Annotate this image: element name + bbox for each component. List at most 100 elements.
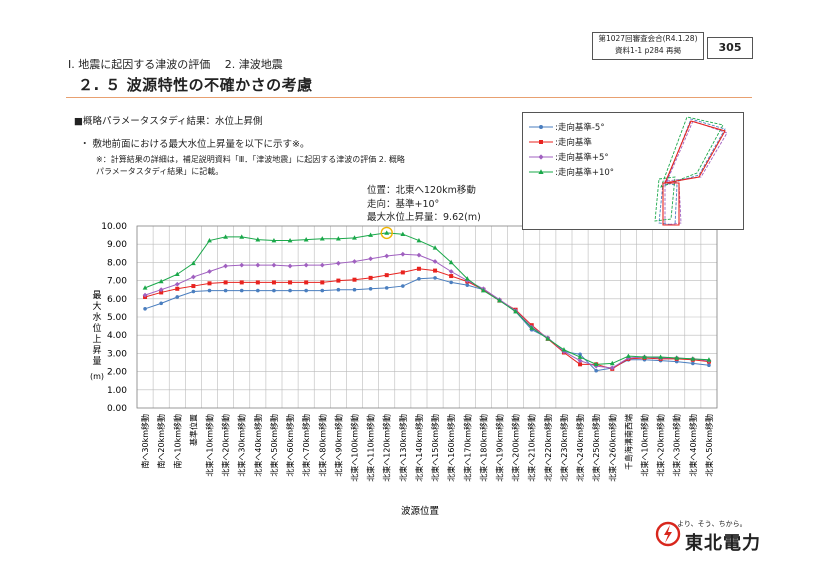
data-point [368, 232, 374, 237]
x-tick-label: 北東へ170km移動 [462, 414, 472, 482]
legend-label: :走向基準-5° [555, 123, 605, 133]
data-point [255, 262, 261, 268]
x-tick-label: 南へ10km移動 [172, 414, 182, 469]
data-point [158, 278, 164, 284]
legend-marker-icon [529, 154, 553, 160]
data-point [223, 263, 229, 269]
x-tick-label: 北東へ40km移動 [688, 414, 698, 477]
data-point [272, 288, 276, 293]
y-axis-label-char: 上 [92, 334, 101, 345]
x-tick-label: 北東へ50km移動 [269, 414, 279, 477]
data-point [303, 262, 309, 268]
data-point [416, 237, 422, 243]
bullet-label: 敷地前面における最大水位上昇量を以下に示す※。 [92, 139, 310, 150]
x-tick-label: 北東へ200km移動 [511, 414, 521, 482]
data-point [304, 288, 308, 293]
logo-mark-icon [655, 521, 681, 547]
data-point [304, 280, 309, 285]
y-axis-label-char: 最 [92, 290, 101, 301]
data-point [368, 275, 373, 280]
data-point [142, 292, 148, 298]
x-tick-label: 北東へ70km移動 [301, 414, 311, 477]
data-point [271, 237, 277, 243]
data-point [335, 236, 341, 241]
y-tick-labels: 0.00 1.00 2.00 3.00 4.00 5.00 6.00 7.00 8.00 9.00… [101, 222, 127, 414]
x-tick-label: 北東へ150km移動 [430, 414, 440, 482]
data-point [288, 288, 292, 293]
data-point [497, 298, 502, 303]
x-tick-label: 北東へ240km移動 [575, 414, 585, 482]
data-point [207, 237, 212, 243]
legend-label: :走向基準 [555, 138, 592, 148]
data-point [400, 231, 406, 236]
data-point [691, 361, 695, 366]
data-point [223, 288, 228, 293]
meeting-info-line2: 資料1-1 p284 再掲 [614, 46, 682, 55]
chart-series [142, 230, 712, 373]
x-tick-label: 北東へ180km移動 [478, 414, 488, 482]
legend-entry: :走向基準-5° [529, 121, 605, 133]
data-point [255, 280, 260, 285]
data-point [223, 234, 229, 239]
data-point [448, 269, 454, 274]
data-point [352, 287, 357, 292]
y-axis-label-char: 昇 [92, 345, 101, 356]
data-point [159, 290, 164, 295]
data-point [577, 358, 583, 364]
data-point [175, 286, 180, 291]
chart-grid [136, 225, 718, 409]
y-tick-label: 1.00 [107, 386, 127, 396]
data-point [529, 325, 535, 330]
data-point [158, 287, 164, 293]
data-point [320, 288, 325, 293]
x-tick-label: 北東へ10km移動 [205, 414, 215, 477]
x-axis-label: 波源位置 [401, 505, 439, 517]
x-tick-label: 北東へ20km移動 [656, 414, 666, 477]
callout-max: 最大水位上昇量：9.62(m) [367, 212, 481, 223]
data-point [578, 352, 582, 357]
data-point [207, 288, 212, 293]
data-point [594, 368, 598, 373]
data-point [417, 276, 421, 281]
x-tick-label: 北東へ60km移動 [285, 414, 295, 477]
data-point [352, 259, 357, 264]
data-point [368, 286, 373, 291]
data-point [449, 280, 453, 285]
data-point [319, 236, 325, 241]
data-point [658, 354, 664, 359]
data-point [336, 278, 341, 283]
y-tick-label: 9.00 [107, 240, 127, 250]
data-point [545, 336, 551, 341]
y-tick-label: 2.00 [107, 368, 127, 378]
x-tick-label: 南へ20km移動 [156, 414, 166, 469]
y-tick-label: 8.00 [107, 258, 127, 268]
page-title: ２. ５ 波源特性の不確かさの考慮 [78, 76, 313, 94]
data-point [384, 230, 390, 235]
series-line [144, 253, 710, 369]
data-point [255, 237, 261, 242]
data-point [577, 354, 583, 359]
x-tick-label: 北東へ120km移動 [382, 414, 392, 482]
data-point [207, 281, 212, 286]
data-point [174, 271, 180, 277]
data-point [513, 308, 519, 314]
data-point [401, 284, 405, 288]
data-point [690, 356, 696, 361]
data-point [191, 284, 196, 289]
x-tick-label: 基準位置 [188, 414, 198, 446]
x-tick-label: 北東へ220km移動 [543, 414, 553, 482]
page-number: 305 [707, 37, 753, 59]
x-tick-label: 南へ30km移動 [140, 414, 150, 469]
data-point [706, 357, 712, 362]
x-tick-label: 北東へ10km移動 [640, 414, 650, 477]
plot-frame [136, 225, 718, 409]
x-tick-label: 北東へ140km移動 [414, 414, 424, 482]
max-point-highlight [380, 226, 393, 240]
data-point [320, 280, 325, 285]
data-point [448, 259, 454, 265]
x-tick-label: 北東へ30km移動 [237, 414, 247, 477]
data-point [159, 301, 163, 306]
data-point [352, 277, 357, 282]
data-point [174, 281, 180, 287]
x-tick-label: 北東へ90km移動 [333, 414, 343, 477]
